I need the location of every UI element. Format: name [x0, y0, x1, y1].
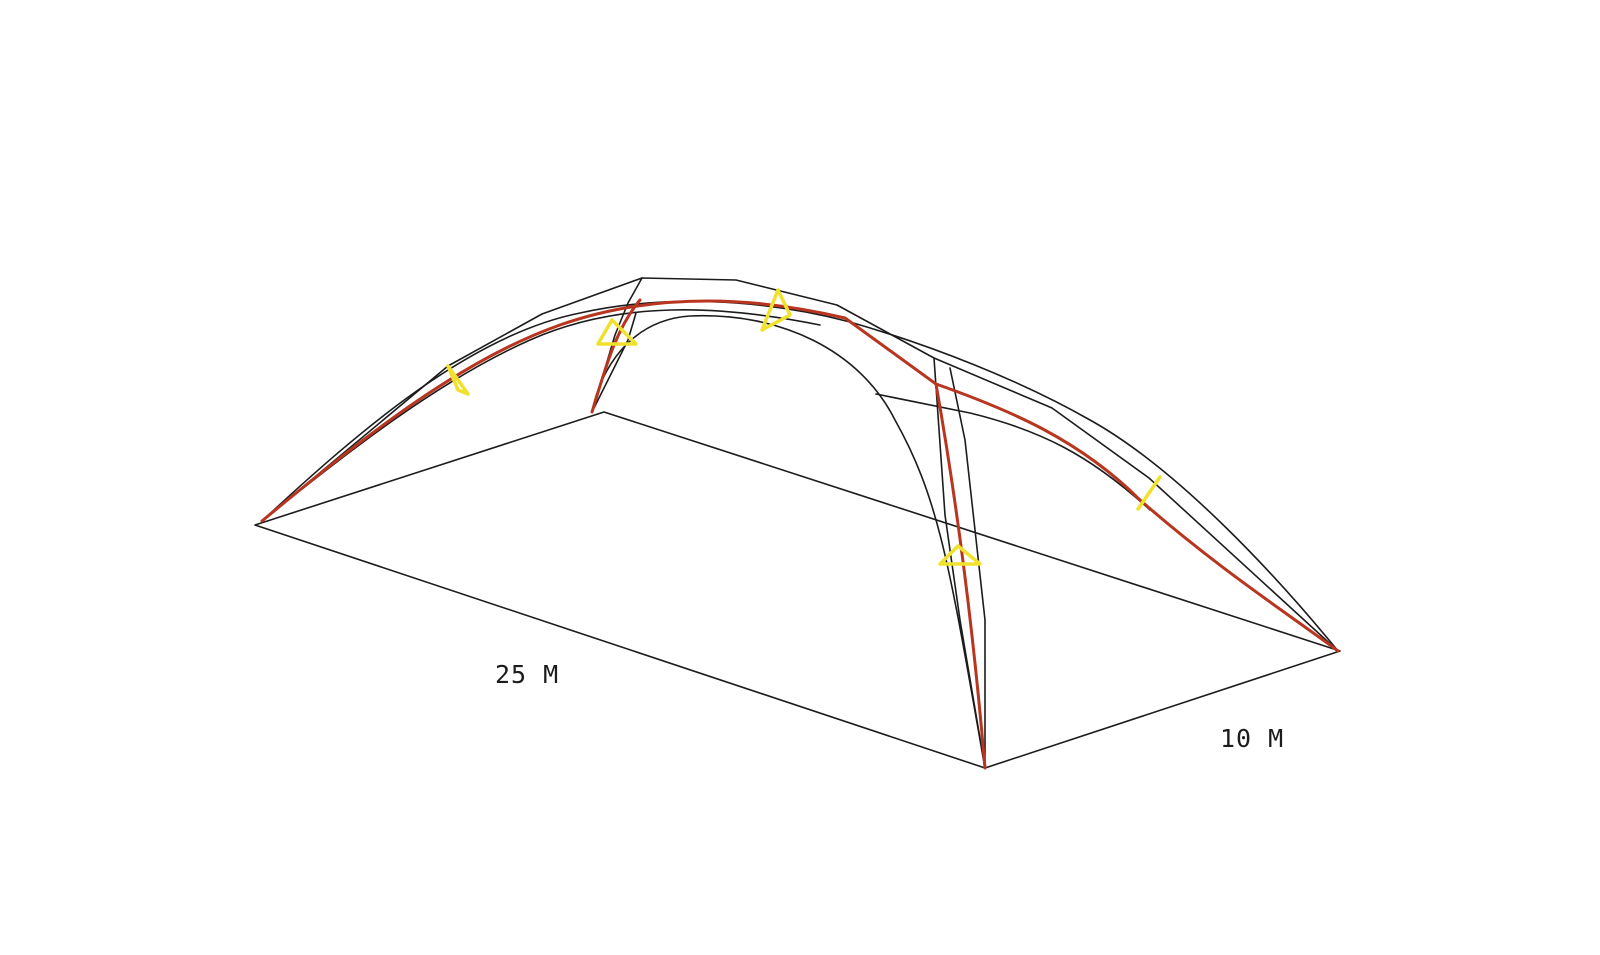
main-longitudinal-arch	[260, 299, 1340, 653]
connector-marker-left	[446, 364, 470, 396]
front-hoop-right	[949, 367, 986, 769]
length-dimension-label: 25 M	[495, 660, 559, 689]
lower-ridge-line	[261, 309, 821, 522]
connector-marker-front	[938, 544, 982, 566]
back-hoop-inner	[591, 314, 986, 769]
back-cross-arch	[590, 298, 642, 414]
connector-markers	[446, 288, 1162, 566]
structural-arches	[260, 298, 1340, 770]
back-inner-panel-line	[875, 393, 1151, 511]
outer-ridge-line	[261, 277, 1339, 652]
front-hoop-left	[933, 357, 986, 769]
roof-frame	[261, 277, 1339, 769]
side-hoops	[591, 277, 986, 769]
front-cross-arch	[934, 382, 987, 770]
connector-marker-top	[760, 288, 792, 332]
back-hoop-right	[591, 312, 637, 413]
width-dimension-label: 10 M	[1220, 724, 1284, 753]
connector-marker-right	[1136, 475, 1162, 511]
footprint-outline	[254, 411, 1341, 769]
ground-footprint	[254, 411, 1341, 769]
connector-marker-back	[596, 318, 638, 346]
